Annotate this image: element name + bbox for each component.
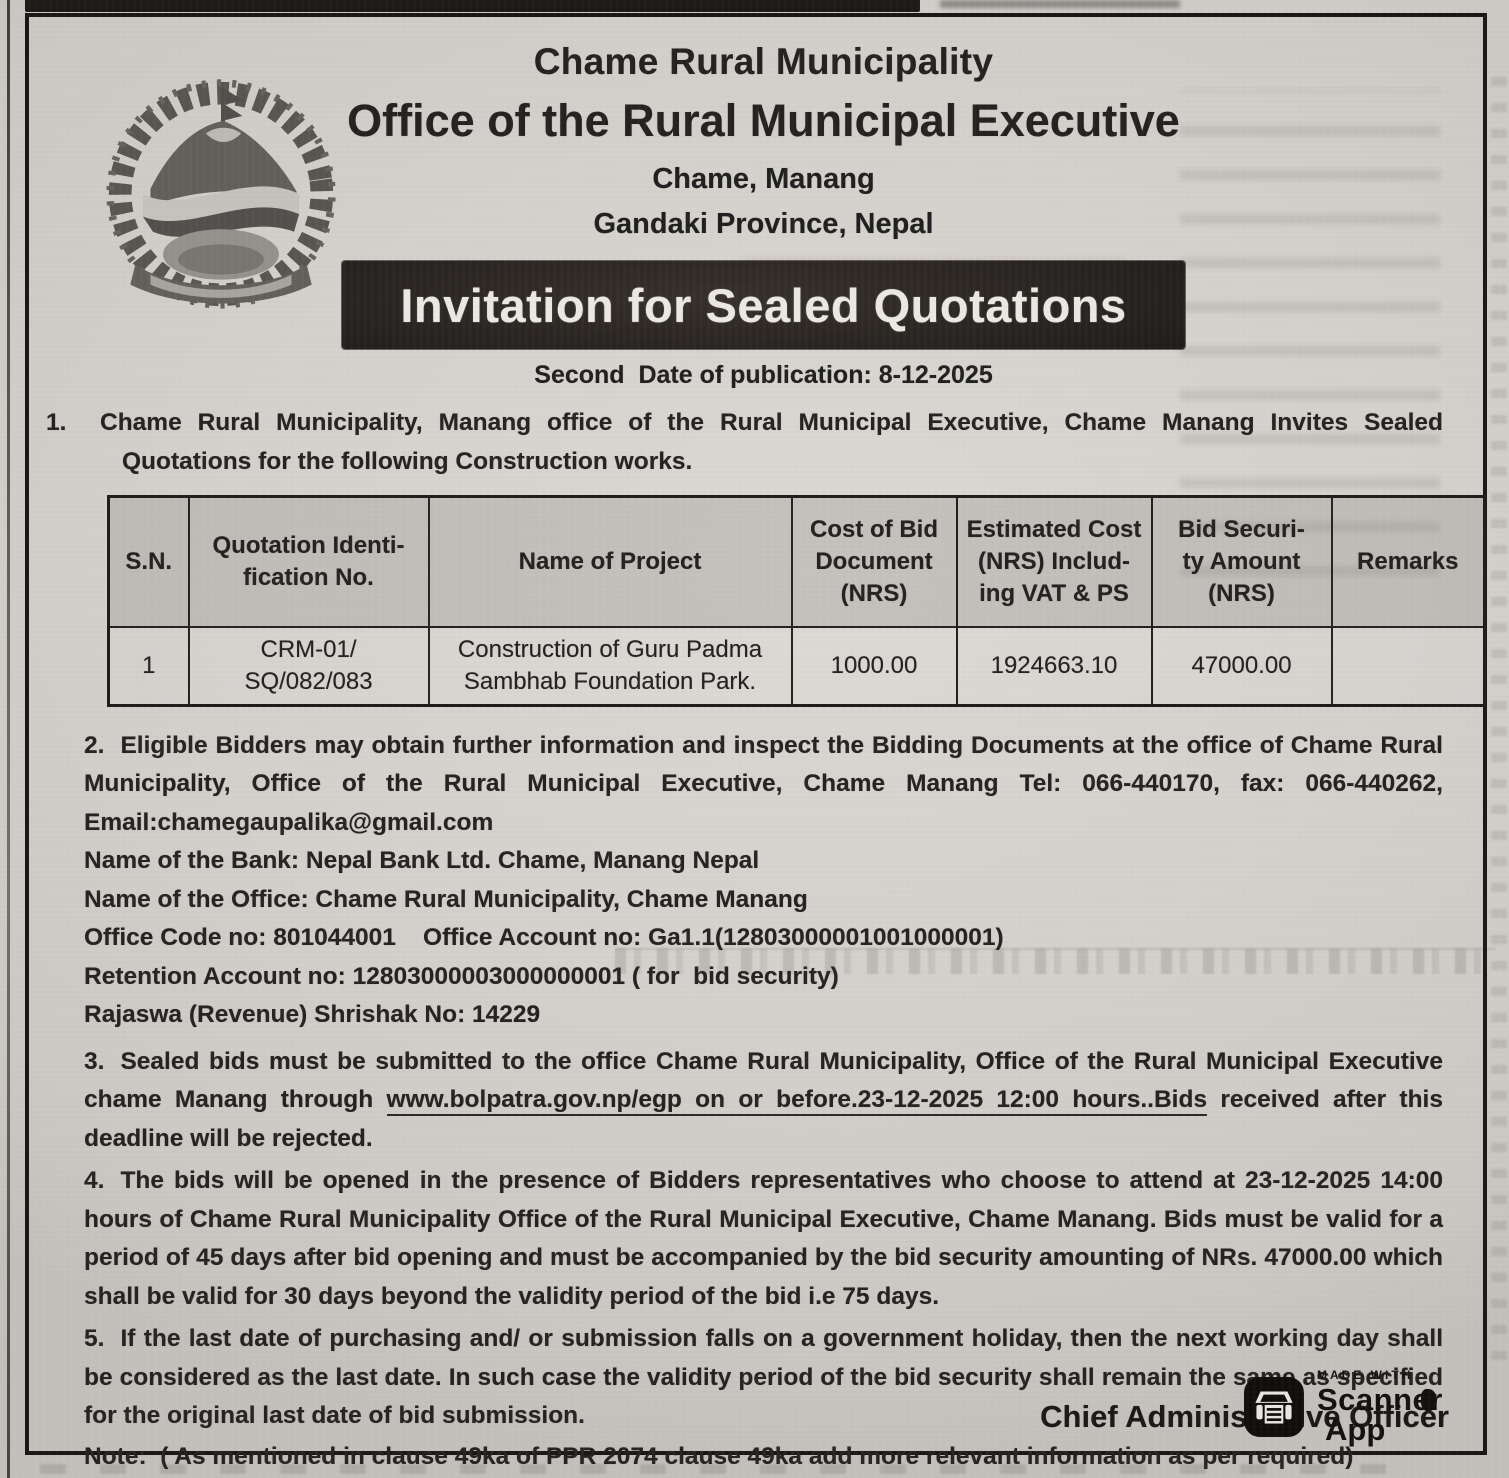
retention-account-line: Retention Account no: 128030000030000000… <box>84 962 839 990</box>
newspaper-column-rule <box>7 0 10 1478</box>
nepal-government-emblem-icon <box>106 79 336 309</box>
list-item-3: 3. Sealed bids must be submitted to the o… <box>84 1043 1443 1159</box>
item-3-text-pre: Sealed bids must be submitted to the off… <box>84 1047 1443 1114</box>
publication-date-line: Second Date of publication: 8-12-2025 <box>534 361 993 389</box>
banner-title: Invitation for Sealed Quotations <box>400 278 1127 332</box>
item-5-number: 5. <box>84 1325 105 1352</box>
quotation-banner: Invitation for Sealed Quotations <box>342 261 1185 349</box>
bleedthrough-margin <box>1491 60 1507 1360</box>
location-line: Chame, Manang <box>652 163 875 195</box>
item-2-text: Eligible Bidders may obtain further info… <box>84 731 1443 836</box>
cell-project-name: Construction of Guru Padma Sambhab Found… <box>427 625 793 706</box>
bolpatra-url: www.bolpatra.gov.np/egp on or before.23-… <box>386 1086 1208 1116</box>
item-2-paragraph: 2. Eligible Bidders may obtain further in… <box>84 727 1443 843</box>
item-5-text: If the last date of purchasing and/ or s… <box>84 1325 1443 1429</box>
table-row: 1 CRM-01/ SQ/082/083 Construction of Gur… <box>107 625 1486 706</box>
notice-content: Chame Rural Municipality Office of the R… <box>29 41 1486 1475</box>
col-header-bid-security: Bid Securi- ty Amount (NRS) <box>1150 495 1333 628</box>
quotation-table: S.N. Quotation Identi- fication No. Name… <box>107 495 1486 707</box>
cell-sn: 1 <box>107 625 190 706</box>
table-header-row: S.N. Quotation Identi- fication No. Name… <box>107 495 1486 628</box>
ink-blob <box>1421 1389 1437 1411</box>
item-3-number: 3. <box>84 1047 105 1075</box>
col-header-quotation-id: Quotation Identi- fication No. <box>187 495 430 628</box>
top-ink-bar <box>25 0 920 12</box>
list-item-4: 4. The bids will be opened in the presenc… <box>84 1162 1443 1316</box>
list-item-1: 1. Chame Rural Municipality, Manang offic… <box>46 409 1443 475</box>
cell-remarks <box>1330 625 1486 706</box>
office-code-account-line: Office Code no: 801044001 Office Account… <box>84 924 1004 951</box>
bottom-ink-specks <box>40 1464 1420 1474</box>
col-header-sn: S.N. <box>107 495 190 628</box>
tender-notice-box: Chame Rural Municipality Office of the R… <box>25 13 1487 1470</box>
cell-bid-doc-cost: 1000.00 <box>790 625 958 706</box>
top-ink-smudge <box>940 0 1180 8</box>
list-item-5: 5. If the last date of purchasing and/ or… <box>84 1320 1443 1436</box>
item-2-number: 2. <box>84 731 105 759</box>
col-header-bid-doc-cost: Cost of Bid Document (NRS) <box>790 495 958 628</box>
revenue-shirshak-line: Rajaswa (Revenue) Shrishak No: 14229 <box>84 1001 541 1028</box>
office-name-line: Name of the Office: Chame Rural Municipa… <box>84 885 808 913</box>
province-line: Gandaki Province, Nepal <box>593 208 934 240</box>
cell-bid-security: 47000.00 <box>1150 625 1333 706</box>
item-3-text-post: received after this deadline will be rej… <box>84 1086 1443 1152</box>
item-1-text: Chame Rural Municipality, Manang office … <box>100 409 1443 475</box>
item-4-text: The bids will be opened in the presence … <box>84 1167 1443 1310</box>
bleedthrough-text-strip <box>615 948 1495 974</box>
cell-quotation-id: CRM-01/ SQ/082/083 <box>187 625 430 706</box>
list-item-2: 2. Eligible Bidders may obtain further in… <box>84 727 1443 1035</box>
signature-title: Chief Administrative Officer <box>1040 1399 1449 1434</box>
cell-estimated-cost: 1924663.10 <box>955 625 1153 706</box>
note-line: Note: ( As mentioned in clause 49ka of P… <box>84 1442 1354 1470</box>
col-header-estimated-cost: Estimated Cost (NRS) Includ- ing VAT & P… <box>955 495 1153 628</box>
col-header-remarks: Remarks <box>1330 495 1486 628</box>
item-4-number: 4. <box>84 1167 105 1194</box>
municipality-title: Chame Rural Municipality <box>533 41 994 82</box>
col-header-project-name: Name of Project <box>427 495 793 628</box>
office-title: Office of the Rural Municipal Executive <box>347 95 1180 146</box>
bank-name-line: Name of the Bank: Nepal Bank Ltd. Chame,… <box>84 847 760 874</box>
